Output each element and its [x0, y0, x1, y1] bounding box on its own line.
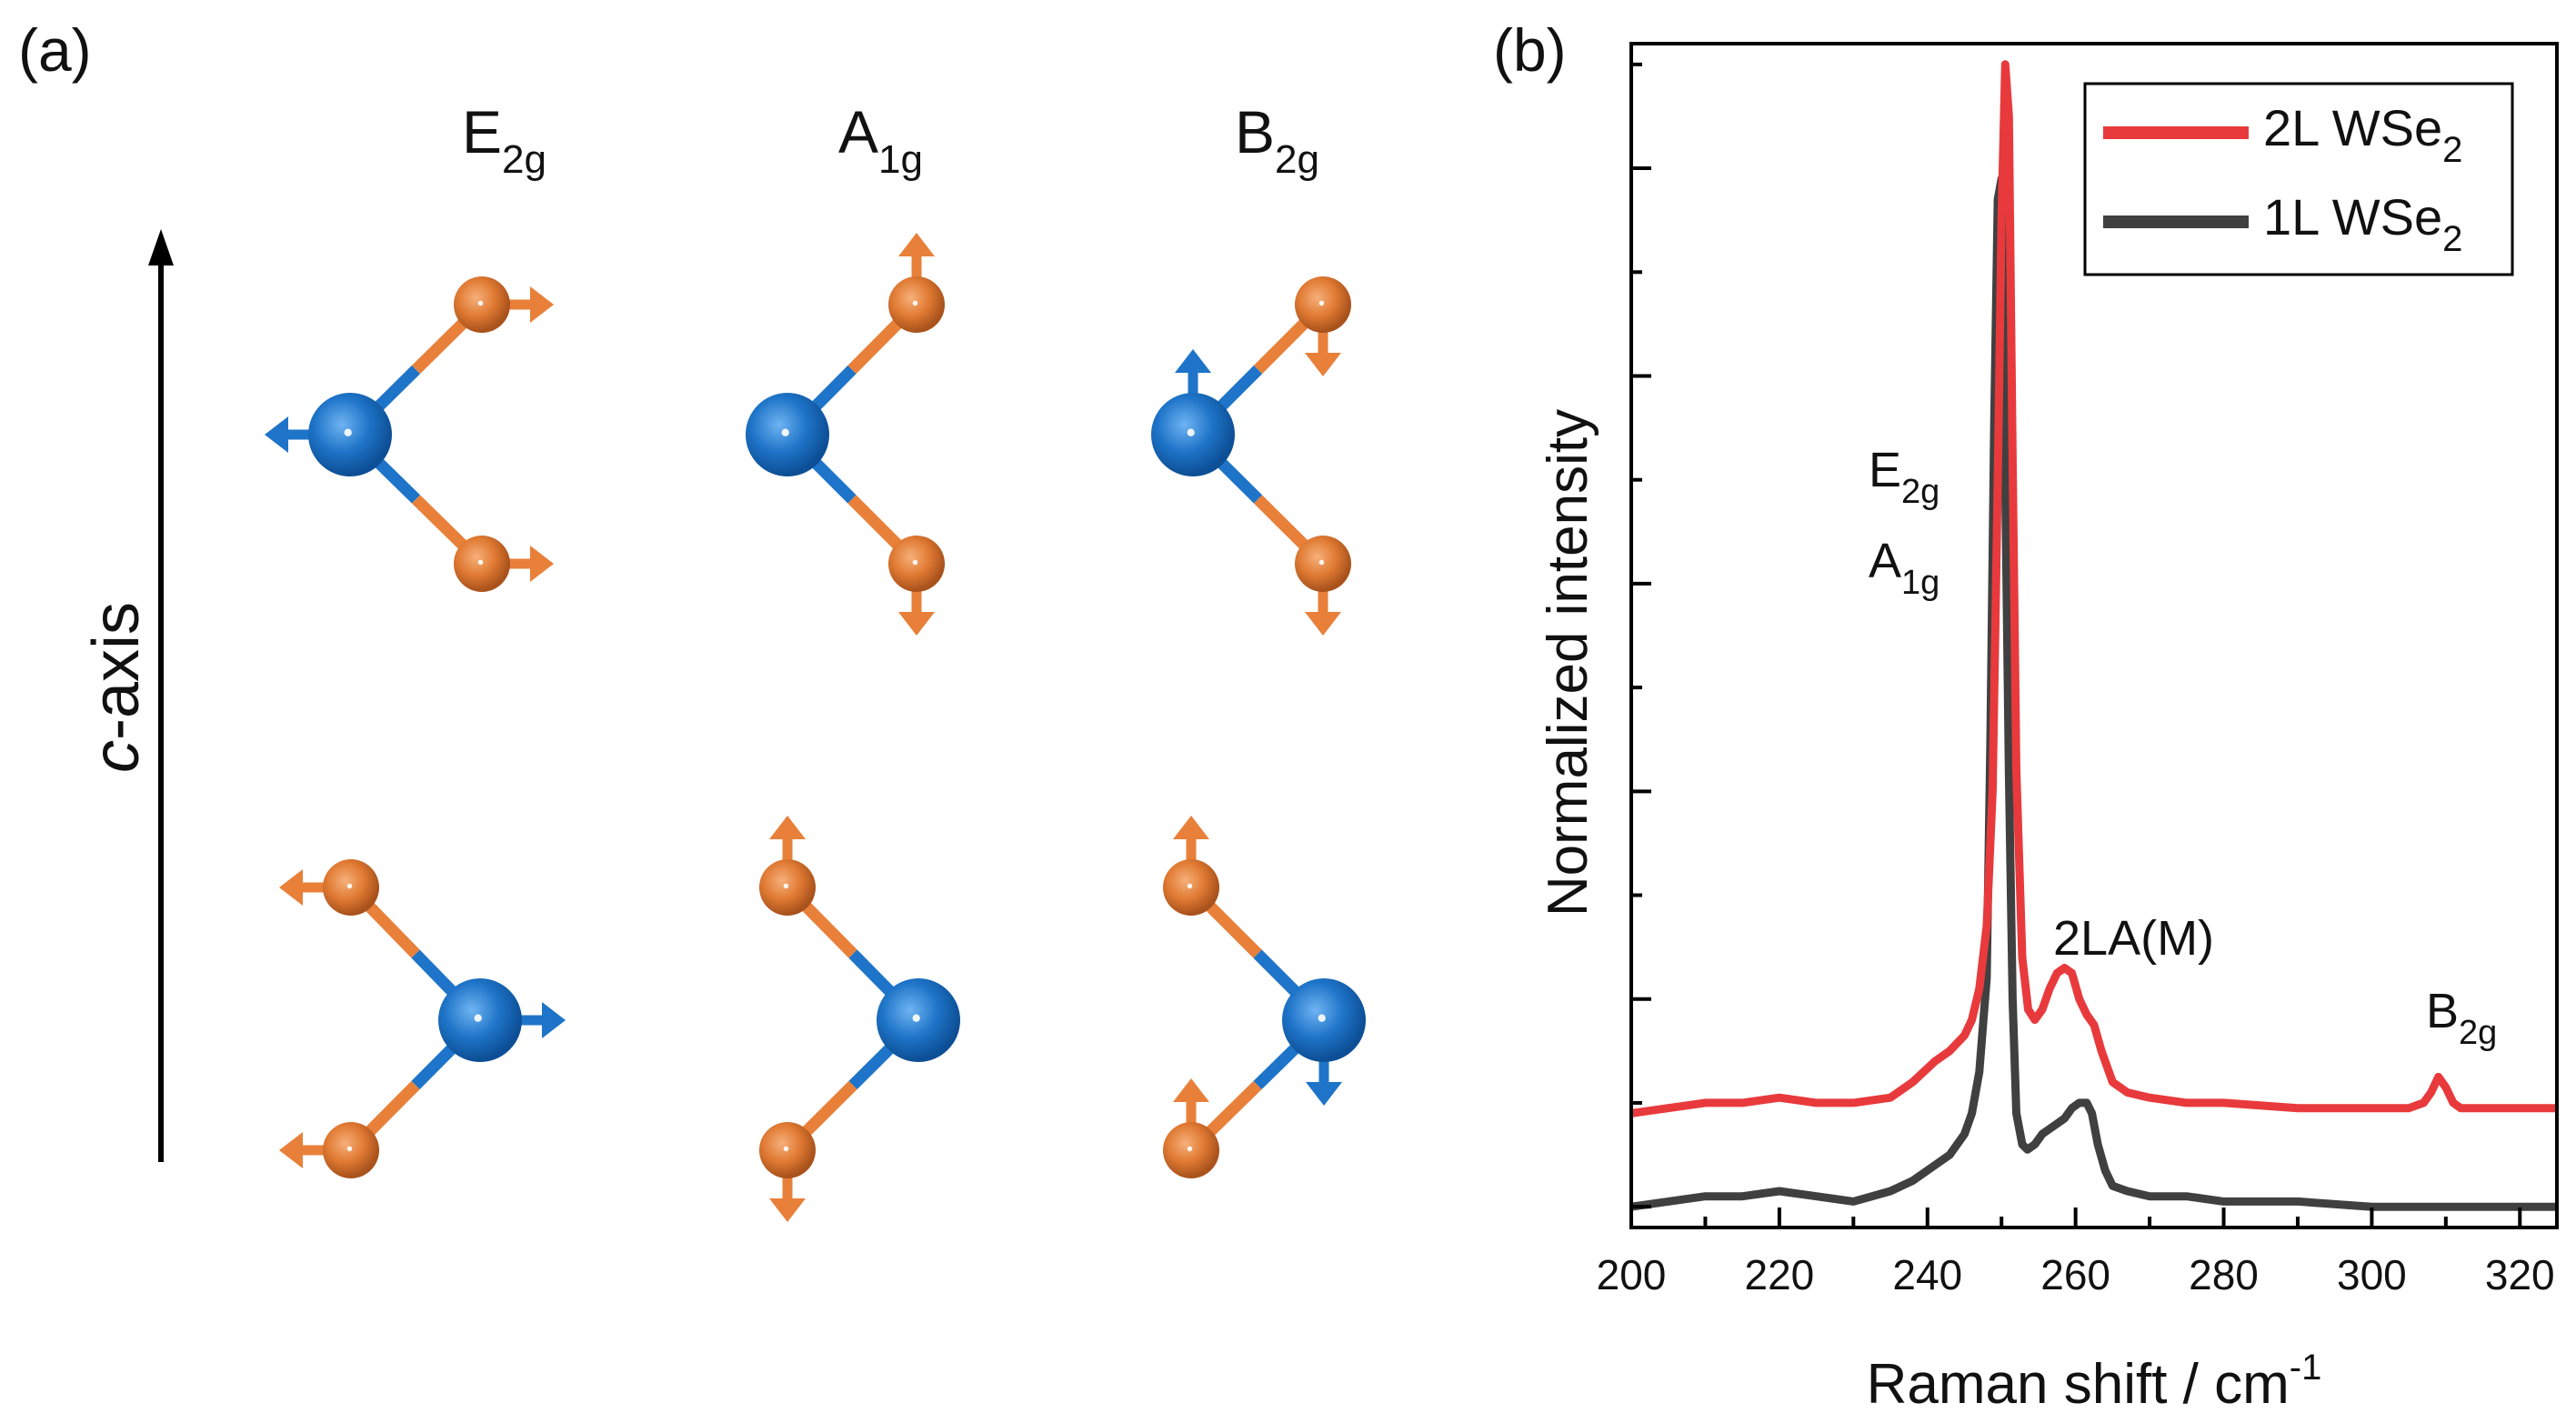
b2g-bot-se-atom-0-highlight: [1187, 883, 1193, 889]
e2g-top-se-atom-1-highlight: [477, 559, 484, 566]
panel-a-label: (a): [18, 16, 92, 84]
panel-a: (a) E2g A1g B2g c-axis: [18, 16, 1366, 1222]
b2g-bot-w-arrow-head: [1306, 1082, 1342, 1106]
c-axis-label: c-axis: [80, 602, 153, 773]
series-line-2L: [1630, 60, 2557, 1117]
annotation-2la: 2LA(M): [2053, 911, 2214, 966]
c-axis-arrowhead: [148, 229, 174, 266]
x-tick-label: 240: [1892, 1251, 1962, 1298]
mode-title-a1g: A1g: [838, 98, 923, 182]
e2g-bot-se-atom-1-highlight: [346, 1146, 353, 1152]
legend-box: [2083, 82, 2514, 276]
x-tick-label: 220: [1745, 1251, 1815, 1298]
b2g-bot-w-atom-highlight: [1318, 1014, 1326, 1022]
panel-b-label: (b): [1493, 16, 1567, 84]
y-axis-label: Normalized intensity: [1537, 409, 1599, 917]
a1g-bot-se-atom-0-highlight: [783, 883, 789, 889]
e2g-bot-se-arrow-0-head: [279, 869, 303, 906]
e2g-top-se-atom-0-highlight: [477, 300, 484, 306]
a1g-top-se-atom-0-highlight: [912, 300, 918, 306]
e2g-top-w-arrow-head: [265, 416, 288, 453]
panel-b: (b) 200 220 240 260 280 300 320 Raman shift / c…: [1493, 16, 2559, 1416]
a1g-top-se-atom-1-highlight: [912, 559, 918, 566]
b2g-top-se-atom-1-highlight: [1318, 559, 1325, 566]
x-tick-label: 300: [2337, 1251, 2407, 1298]
b2g-top-w-arrow-head: [1175, 349, 1211, 373]
b2g-top-se-arrow-0-head: [1305, 353, 1341, 376]
mode-title-e2g: E2g: [462, 98, 546, 182]
a1g-bot-se-atom-1-highlight: [783, 1146, 789, 1152]
e2g-bot-se-arrow-1-head: [279, 1132, 303, 1168]
e2g-top-se-arrow-0-head: [530, 286, 554, 323]
e2g-top-se-arrow-1-head: [530, 546, 554, 582]
x-tick-label: 200: [1597, 1251, 1667, 1298]
x-axis-label: Raman shift / cm-1: [1867, 1348, 2322, 1416]
b2g-bot-se-arrow-1-head: [1173, 1078, 1209, 1102]
b2g-top-se-atom-0-highlight: [1318, 300, 1325, 306]
b2g-bot-se-arrow-0-head: [1173, 816, 1209, 839]
annotation-b2g: B2g: [2426, 984, 2497, 1052]
raman-chart: 200 220 240 260 280 300 320 Raman shift / cm-1 N…: [1537, 42, 2559, 1416]
b2g-top-se-arrow-1-head: [1305, 612, 1341, 636]
e2g-bot-w-atom-highlight: [474, 1014, 482, 1022]
e2g-bot-w-arrow-head: [542, 1002, 566, 1038]
b2g-bot-se-atom-1-highlight: [1187, 1146, 1193, 1152]
a1g-bot-se-arrow-0-head: [769, 816, 806, 839]
a1g-top-se-arrow-0-head: [898, 233, 935, 256]
e2g-bot-se-atom-0-highlight: [346, 883, 353, 889]
a1g-top-se-arrow-1-head: [898, 612, 935, 636]
x-tick-label: 280: [2189, 1251, 2259, 1298]
legend-label-1L: 1L WSe2: [2263, 188, 2462, 259]
series-line-1L: [1630, 175, 2557, 1211]
x-tick-label: 320: [2485, 1251, 2555, 1298]
a1g-bot-se-arrow-1-head: [769, 1198, 806, 1222]
molecule-diagrams: [265, 233, 1366, 1222]
b2g-top-w-atom-highlight: [1187, 428, 1195, 436]
e2g-top-w-atom-highlight: [344, 428, 352, 436]
a1g-bot-w-atom-highlight: [912, 1014, 920, 1022]
x-tick-label: 260: [2040, 1251, 2110, 1298]
annotation-a1g: A1g: [1869, 534, 1940, 602]
plot-frame: [1629, 42, 2559, 1229]
a1g-top-w-atom-highlight: [781, 428, 789, 436]
mode-title-b2g: B2g: [1235, 98, 1319, 182]
annotation-e2g: E2g: [1869, 443, 1940, 511]
legend-label-2L: 2L WSe2: [2263, 99, 2462, 170]
